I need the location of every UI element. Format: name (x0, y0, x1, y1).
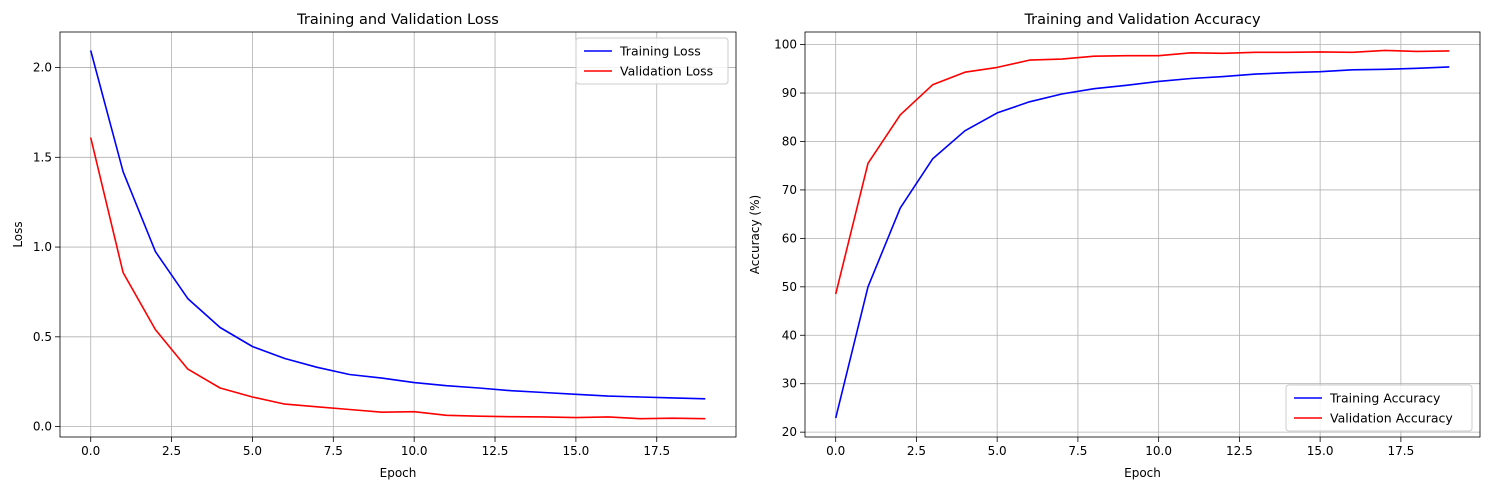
legend-label-1: Validation Accuracy (1330, 411, 1453, 426)
x-tick-label: 5.0 (243, 444, 262, 458)
y-tick-label: 50 (782, 280, 797, 294)
x-tick-label: 17.5 (1388, 444, 1415, 458)
x-axis-label: Epoch (380, 466, 417, 480)
legend-label-1: Validation Loss (620, 64, 713, 79)
y-tick-label: 20 (782, 425, 797, 439)
chart-title: Training and Validation Loss (296, 12, 499, 28)
series-line-0 (89, 50, 706, 400)
legend-frame (575, 37, 729, 85)
y-tick-label: 40 (782, 328, 797, 342)
x-tick-label: 2.5 (162, 444, 181, 458)
y-tick-label: 80 (782, 134, 797, 148)
y-tick-label: 0.5 (33, 330, 52, 344)
x-tick-label: 15.0 (1307, 444, 1334, 458)
chart-1: 0.0 2.5 5.0 7.5 10.0 12.5 15.0 17.5 20 30 40 50 60 70… (748, 12, 1481, 480)
x-tick-label: 12.5 (1226, 444, 1253, 458)
y-tick-label: 0.0 (33, 420, 52, 434)
x-tick-label: 2.5 (907, 444, 926, 458)
y-tick-label: 2.0 (33, 61, 52, 75)
x-tick-label: 0.0 (81, 444, 100, 458)
y-tick-label: 1.5 (33, 150, 52, 164)
axes-frame (59, 31, 737, 438)
x-tick-label: 7.5 (324, 444, 343, 458)
legend: Training Loss Validation Loss (575, 37, 729, 85)
x-tick-label: 5.0 (988, 444, 1007, 458)
x-tick-label: 10.0 (401, 444, 428, 458)
x-tick-label: 0.0 (826, 444, 845, 458)
y-axis-label: Accuracy (%) (748, 195, 762, 274)
legend-label-0: Training Accuracy (1329, 391, 1441, 406)
chart-title: Training and Validation Accuracy (1023, 12, 1261, 28)
y-tick-label: 60 (782, 231, 797, 245)
y-tick-label: 30 (782, 377, 797, 391)
chart-0: 0.0 2.5 5.0 7.5 10.0 12.5 15.0 17.5 0.0 0.5 1.0 1.5… (11, 12, 737, 480)
legend-label-0: Training Loss (619, 44, 701, 59)
legend: Training Accuracy Validation Accuracy (1285, 384, 1473, 432)
x-tick-label: 15.0 (563, 444, 590, 458)
series-line-1 (834, 49, 1450, 295)
y-tick-label: 100 (774, 38, 797, 52)
y-tick-label: 70 (782, 183, 797, 197)
series-line-1 (89, 137, 706, 420)
x-tick-label: 10.0 (1145, 444, 1172, 458)
x-axis-label: Epoch (1124, 466, 1161, 480)
series-line-0 (834, 66, 1450, 419)
x-tick-label: 7.5 (1068, 444, 1087, 458)
legend-frame (1285, 384, 1473, 432)
x-tick-label: 17.5 (643, 444, 670, 458)
y-axis-label: Loss (11, 221, 25, 247)
x-tick-label: 12.5 (482, 444, 509, 458)
y-tick-label: 90 (782, 86, 797, 100)
y-tick-label: 1.0 (33, 240, 52, 254)
axes-frame (804, 31, 1481, 438)
